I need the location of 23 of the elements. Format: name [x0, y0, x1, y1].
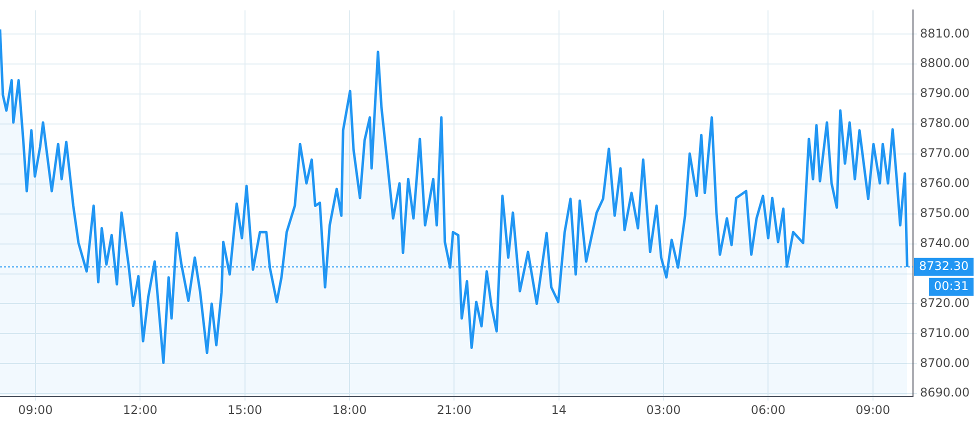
- x-tick-label: 09:00: [856, 402, 890, 417]
- y-tick-label: 8690.00: [920, 386, 970, 400]
- x-tick-label: 06:00: [750, 402, 786, 417]
- y-tick-label: 8790.00: [920, 86, 970, 100]
- x-tick-label: 15:00: [228, 402, 262, 417]
- x-tick-label: 14: [551, 402, 566, 417]
- x-tick-label: 03:00: [646, 402, 681, 417]
- y-tick-label: 8750.00: [920, 206, 970, 220]
- text: 00:31: [934, 279, 969, 294]
- x-tick-label: 21:00: [436, 402, 472, 417]
- y-tick-label: 8710.00: [920, 326, 970, 340]
- ref-line-label: 8732.30: [919, 259, 969, 274]
- x-tick-label: 09:00: [18, 402, 53, 417]
- y-tick-label: 8720.00: [920, 296, 970, 310]
- x-tick-label: 18:00: [332, 402, 367, 417]
- y-tick-label: 8740.00: [920, 236, 970, 250]
- y-tick-label: 8770.00: [920, 146, 970, 160]
- y-tick-label: 8780.00: [920, 116, 970, 130]
- y-tick-label: 8800.00: [920, 56, 970, 70]
- y-tick-label: 8760.00: [920, 176, 970, 190]
- y-tick-label: 8700.00: [920, 356, 970, 370]
- y-tick-label: 8810.00: [920, 26, 970, 40]
- x-tick-label: 12:00: [122, 402, 158, 417]
